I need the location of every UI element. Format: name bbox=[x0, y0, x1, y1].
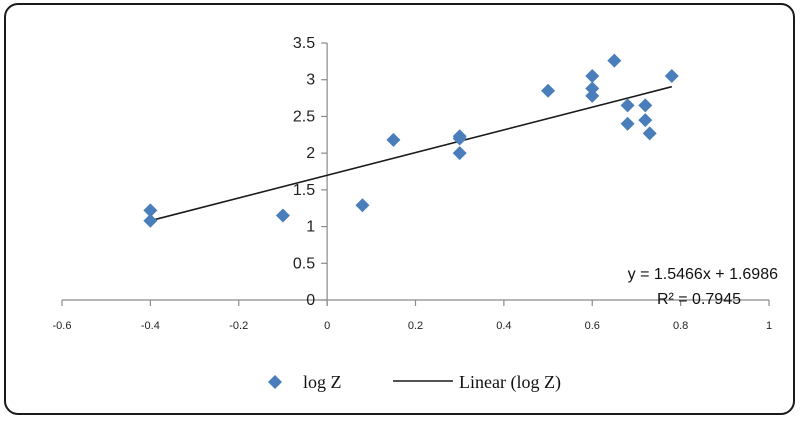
axes bbox=[61, 42, 770, 306]
y-tick-labels: 0 0.5 1 1.5 2 2.5 3 3.5 bbox=[293, 35, 315, 309]
data-point bbox=[664, 69, 679, 84]
data-point bbox=[541, 83, 556, 98]
data-point bbox=[585, 88, 600, 103]
legend-label-log-z: log Z bbox=[303, 372, 342, 392]
data-point bbox=[143, 213, 158, 228]
data-point bbox=[620, 116, 635, 131]
data-point bbox=[585, 69, 600, 84]
y-tick-label: 2 bbox=[306, 145, 315, 162]
y-tick-label: 3 bbox=[306, 72, 315, 89]
x-tick-labels: -0.6 -0.4 -0.2 0 0.2 0.4 0.6 0.8 1 bbox=[53, 320, 773, 332]
chart-frame bbox=[4, 3, 795, 415]
legend: log Z Linear (log Z) bbox=[268, 372, 561, 393]
x-tick-label: -0.2 bbox=[229, 320, 248, 332]
x-tick-label: 1 bbox=[766, 320, 772, 332]
data-point bbox=[642, 126, 657, 141]
data-point bbox=[452, 146, 467, 161]
r-squared-label: R² = 0.7945 bbox=[657, 291, 741, 308]
data-point bbox=[638, 98, 653, 113]
data-point bbox=[355, 198, 370, 213]
x-tick-label: -0.6 bbox=[53, 320, 72, 332]
y-tick-label: 2.5 bbox=[293, 108, 315, 125]
y-tick-label: 0 bbox=[306, 292, 315, 309]
y-tick-label: 1 bbox=[306, 219, 315, 236]
x-tick-label: -0.4 bbox=[141, 320, 160, 332]
data-point bbox=[638, 113, 653, 128]
trendline-group bbox=[150, 85, 672, 222]
data-point bbox=[607, 53, 622, 68]
data-point bbox=[143, 203, 158, 218]
trendline-equation: y = 1.5466x + 1.6986 bbox=[628, 266, 778, 283]
data-point bbox=[620, 98, 635, 113]
data-points bbox=[143, 53, 679, 228]
data-point bbox=[386, 132, 401, 147]
x-tick-label: 0 bbox=[324, 320, 330, 332]
y-tick-label: 3.5 bbox=[293, 35, 315, 52]
data-point bbox=[585, 81, 600, 96]
data-point bbox=[452, 131, 467, 146]
x-tick-label: 0.6 bbox=[585, 320, 600, 332]
x-tick-label: 0.2 bbox=[408, 320, 423, 332]
y-tick-label: 0.5 bbox=[293, 255, 315, 272]
trendline bbox=[150, 85, 672, 222]
data-point bbox=[275, 208, 290, 223]
x-tick-label: 0.8 bbox=[673, 320, 688, 332]
y-tick-label: 1.5 bbox=[293, 182, 315, 199]
legend-label-linear: Linear (log Z) bbox=[459, 372, 561, 393]
x-tick-label: 0.4 bbox=[496, 320, 511, 332]
legend-diamond-marker bbox=[268, 375, 282, 389]
